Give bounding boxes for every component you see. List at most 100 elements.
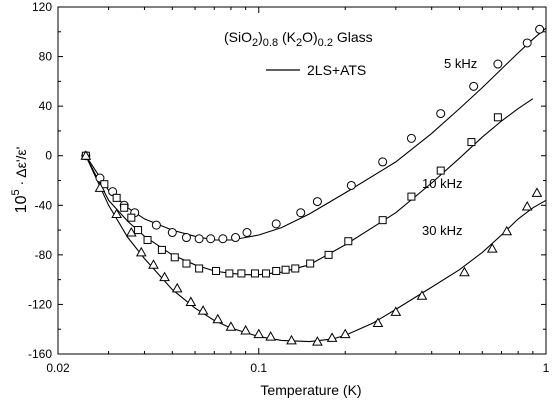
data-point-triangle [94, 182, 106, 192]
data-point-circle [218, 234, 228, 244]
data-point-circle [522, 38, 532, 48]
data-point-circle [406, 133, 416, 143]
data-point-circle [346, 180, 356, 190]
data-point-square [134, 226, 143, 235]
data-point-circle [194, 234, 204, 244]
data-point-circle [378, 157, 388, 167]
data-point-triangle [197, 305, 209, 315]
data-point-square [157, 245, 166, 254]
data-point-triangle [286, 334, 297, 345]
data-point-square [195, 264, 204, 273]
ylabel-exponent: 5 [10, 189, 22, 195]
data-point-circle [436, 109, 446, 119]
fit-line-series-2 [85, 155, 547, 343]
y-tick-label: 120 [32, 0, 52, 14]
data-point-triangle [390, 306, 402, 316]
y-tick-label: 40 [39, 99, 53, 113]
annotation-text: ) [258, 29, 263, 45]
series-label-30khz: 30 kHz [422, 223, 462, 238]
data-point-triangle [265, 331, 277, 341]
data-point-triangle [240, 324, 251, 335]
ylabel-base: 10 [13, 195, 30, 213]
data-point-triangle [253, 328, 265, 339]
data-point-square [493, 113, 502, 122]
data-point-triangle [80, 150, 92, 160]
data-point-circle [206, 234, 216, 244]
data-point-square [170, 253, 179, 262]
data-point-triangle [148, 259, 159, 269]
data-point-square [306, 259, 315, 268]
data-point-triangle [372, 317, 384, 328]
data-point-triangle [185, 296, 197, 306]
data-point-square [250, 269, 259, 278]
x-axis-title: Temperature (K) [260, 382, 361, 398]
y-tick-label: -160 [28, 347, 52, 361]
y-tick-label: 0 [45, 149, 52, 163]
series-label-10khz: 10 kHz [422, 176, 462, 191]
data-point-square [344, 237, 353, 246]
data-point-square [127, 213, 136, 222]
data-point-triangle [531, 187, 543, 197]
data-point-circle [167, 228, 177, 238]
annotation-subscript: 0.2 [318, 37, 333, 49]
ylabel-quantity: · Δε'/ε' [13, 147, 29, 190]
data-point-triangle [212, 313, 224, 324]
data-point-circle [469, 81, 479, 91]
data-point-square [212, 266, 221, 275]
data-point-square [143, 235, 152, 244]
data-point-triangle [459, 266, 470, 277]
data-point-triangle [135, 246, 147, 257]
data-point-circle [242, 228, 252, 238]
data-point-square [324, 250, 333, 259]
x-tick-label: 0.02 [46, 361, 70, 375]
data-point-circle [151, 220, 161, 230]
data-point-square [182, 259, 191, 268]
data-point-circle [535, 24, 545, 34]
data-point-triangle [326, 332, 338, 342]
data-point-square [262, 269, 271, 278]
data-point-square [225, 269, 234, 278]
data-point-triangle [416, 290, 428, 300]
data-point-circle [312, 197, 322, 207]
data-point-square [467, 138, 476, 147]
data-point-square [436, 166, 445, 175]
data-point-square [378, 216, 387, 225]
data-point-square [281, 265, 290, 274]
data-point-triangle [111, 208, 122, 218]
annotation-text: (SiO [224, 29, 252, 45]
data-point-circle [296, 208, 306, 218]
data-point-square [237, 269, 246, 278]
data-point-triangle [501, 225, 513, 236]
data-point-triangle [339, 328, 351, 339]
annotation-title: (SiO2)0.8 (K2O)0.2 Glass [224, 29, 373, 49]
data-point-triangle [125, 227, 137, 237]
data-point-circle [181, 233, 191, 243]
data-point-square [291, 264, 300, 273]
legend-line-label: 2LS+ATS [307, 62, 366, 78]
annotation-text: (K [278, 29, 297, 45]
data-point-triangle [521, 201, 533, 211]
data-point-square [407, 192, 416, 201]
data-point-square [120, 203, 129, 212]
x-tick-label: 0.1 [250, 361, 267, 375]
data-point-triangle [225, 321, 237, 331]
data-point-square [272, 266, 281, 275]
data-markers [80, 24, 545, 346]
data-point-triangle [159, 271, 170, 282]
axis-ticks: -160 -120 -80 -40 0 40 80 120 0.02 0.1 1 [28, 0, 550, 375]
x-tick-label: 1 [543, 361, 550, 375]
annotation-text: O) [302, 29, 318, 45]
y-tick-label: -40 [35, 198, 53, 212]
y-tick-label: -80 [35, 248, 53, 262]
y-tick-label: -120 [28, 297, 52, 311]
data-point-triangle [171, 282, 183, 293]
annotation-subscript: 2 [252, 37, 258, 49]
annotation-subscript: 2 [296, 37, 302, 49]
annotation-subscript: 0.8 [263, 37, 278, 49]
data-point-circle [493, 59, 503, 69]
data-point-square [112, 193, 121, 202]
series-label-5khz: 5 kHz [444, 56, 477, 71]
data-point-triangle [312, 336, 323, 346]
data-point-circle [231, 233, 241, 243]
